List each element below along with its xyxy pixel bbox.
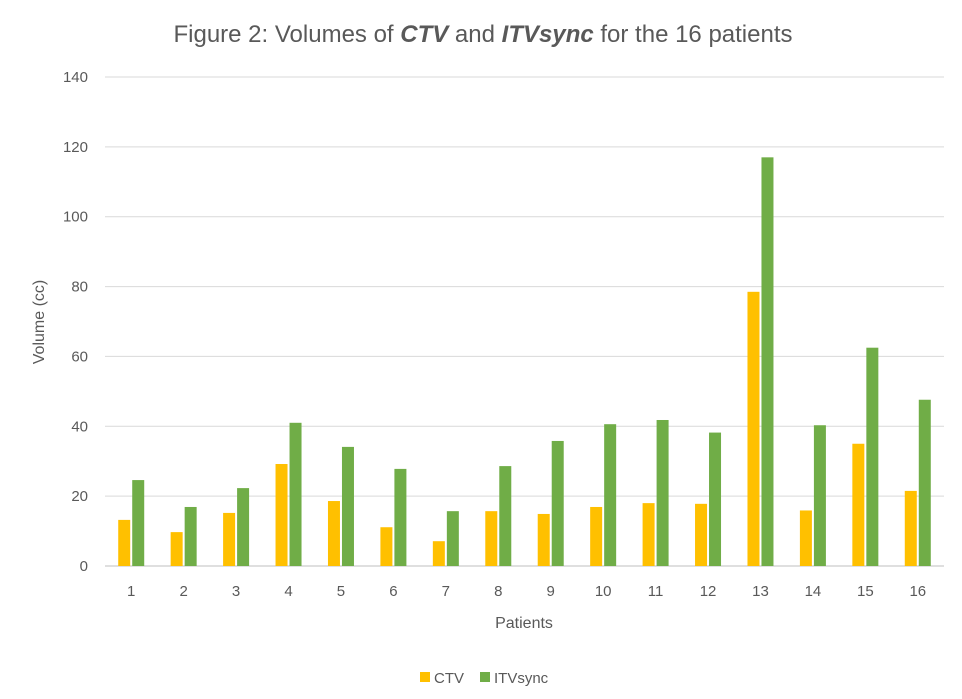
bar-ctv-1 <box>118 519 131 566</box>
x-tick-label: 7 <box>442 583 450 600</box>
x-tick-label: 10 <box>595 583 612 600</box>
chart-title: Figure 2: Volumes of CTV and ITVsync for… <box>173 21 792 48</box>
bar-itvsync-11 <box>656 419 669 566</box>
chart-title-part-3: and <box>448 21 501 48</box>
y-tick-label: 60 <box>71 348 88 365</box>
x-tick-label: 16 <box>909 583 926 600</box>
bar-itvsync-1 <box>132 480 145 566</box>
y-tick-label: 140 <box>63 69 88 86</box>
y-axis-ticks: 0 20 40 60 80 100 120 140 <box>63 69 88 575</box>
bar-ctv-12 <box>695 503 708 566</box>
y-tick-label: 80 <box>71 279 88 296</box>
chart-title-part-1: Figure 2: Volumes of <box>173 21 400 48</box>
bar-itvsync-5 <box>341 446 354 566</box>
bar-itvsync-4 <box>289 422 302 566</box>
x-tick-label: 12 <box>700 583 717 600</box>
bar-ctv-10 <box>590 506 603 566</box>
bar-itvsync-7 <box>446 511 459 566</box>
x-tick-label: 3 <box>232 583 240 600</box>
bar-ctv-15 <box>852 443 865 566</box>
x-tick-label: 14 <box>805 583 822 600</box>
bar-ctv-11 <box>642 503 655 566</box>
x-tick-label: 5 <box>337 583 345 600</box>
y-axis-label: Volume (cc) <box>31 280 48 364</box>
x-axis-label: Patients <box>495 615 553 632</box>
x-tick-label: 1 <box>127 583 135 600</box>
legend-label-itvsync: ITVsync <box>494 670 549 687</box>
legend-label-ctv: CTV <box>434 670 464 687</box>
x-tick-label: 15 <box>857 583 874 600</box>
bar-itvsync-8 <box>499 466 512 566</box>
x-tick-label: 6 <box>389 583 397 600</box>
bar-ctv-3 <box>223 512 236 566</box>
legend-swatch-ctv <box>420 672 430 682</box>
chart-title-itvsync: ITVsync <box>502 21 594 48</box>
chart-title-part-5: for the 16 patients <box>594 21 793 48</box>
bar-ctv-8 <box>485 511 498 566</box>
y-tick-label: 40 <box>71 418 88 435</box>
bar-ctv-4 <box>275 464 288 566</box>
legend: CTV ITVsync <box>420 670 549 687</box>
bar-ctv-7 <box>432 541 445 566</box>
x-tick-label: 9 <box>547 583 555 600</box>
bar-ctv-14 <box>799 510 812 566</box>
bar-ctv-6 <box>380 527 393 566</box>
y-tick-label: 0 <box>80 558 88 575</box>
y-tick-label: 100 <box>63 209 88 226</box>
y-tick-label: 20 <box>71 488 88 505</box>
bar-itvsync-13 <box>761 157 774 567</box>
bar-ctv-13 <box>747 291 760 566</box>
bar-itvsync-2 <box>184 506 197 566</box>
y-tick-label: 120 <box>63 139 88 156</box>
x-axis-ticks: 1 2 3 4 5 6 7 8 9 10 11 12 13 14 15 16 <box>127 583 926 600</box>
x-tick-label: 8 <box>494 583 502 600</box>
x-tick-label: 4 <box>284 583 292 600</box>
bar-itvsync-15 <box>866 347 879 566</box>
bar-ctv-9 <box>537 513 550 566</box>
bar-ctv-2 <box>170 532 183 566</box>
bar-itvsync-3 <box>237 488 250 566</box>
bar-itvsync-6 <box>394 468 407 566</box>
bar-ctv-16 <box>904 490 917 566</box>
bar-ctv-5 <box>327 501 340 566</box>
bar-itvsync-12 <box>709 432 722 566</box>
x-tick-label: 11 <box>648 583 664 600</box>
bar-itvsync-16 <box>918 399 931 566</box>
x-tick-label: 13 <box>752 583 769 600</box>
legend-swatch-itvsync <box>480 672 490 682</box>
bar-itvsync-10 <box>604 424 617 566</box>
chart-title-ctv: CTV <box>400 21 450 48</box>
x-tick-label: 2 <box>179 583 187 600</box>
bars <box>118 157 931 567</box>
bar-itvsync-9 <box>551 440 564 566</box>
bar-itvsync-14 <box>813 425 826 566</box>
